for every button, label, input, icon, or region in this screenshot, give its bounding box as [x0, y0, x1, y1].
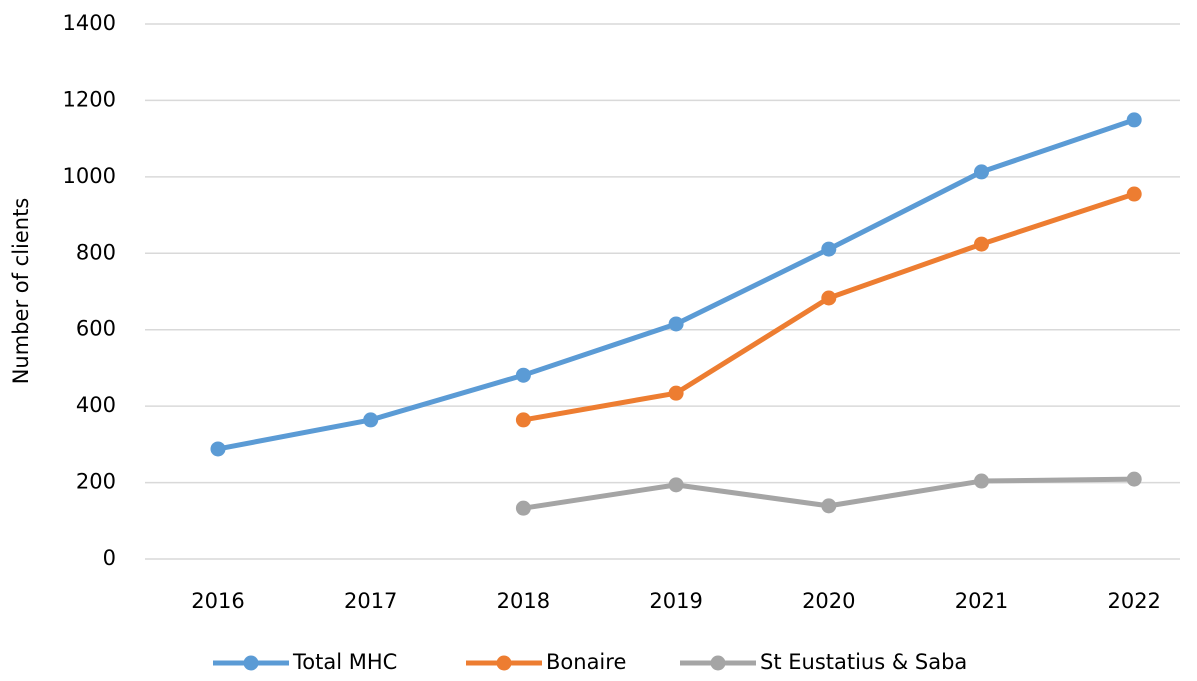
data-point — [974, 236, 989, 252]
data-point — [515, 367, 531, 383]
x-tick-label: 2020 — [802, 589, 855, 613]
data-point — [515, 500, 531, 516]
y-axis-label: Number of clients — [9, 198, 33, 385]
data-point — [668, 316, 684, 332]
data-point — [821, 241, 837, 257]
data-point — [363, 412, 379, 428]
data-point — [821, 498, 837, 514]
y-tick-label: 200 — [76, 470, 116, 494]
data-point — [1126, 112, 1142, 128]
x-tick-label: 2018 — [497, 589, 550, 613]
legend-marker — [710, 655, 726, 671]
y-tick-label: 1000 — [63, 164, 116, 188]
data-point — [1126, 471, 1142, 487]
x-tick-label: 2016 — [191, 589, 244, 613]
y-tick-label: 400 — [76, 393, 116, 417]
legend-label: Bonaire — [546, 650, 626, 674]
x-tick-label: 2019 — [649, 589, 702, 613]
data-point — [515, 412, 531, 428]
x-tick-label: 2021 — [955, 589, 1008, 613]
y-tick-label: 1400 — [63, 11, 116, 35]
series-line — [522, 191, 1135, 423]
data-point — [668, 477, 684, 493]
y-tick-label: 0 — [103, 546, 116, 570]
legend-marker — [243, 655, 259, 671]
data-point — [210, 441, 226, 457]
data-point — [668, 385, 684, 401]
data-point — [974, 473, 989, 489]
data-point — [1126, 186, 1142, 202]
data-point — [821, 290, 837, 306]
y-tick-label: 1200 — [63, 87, 116, 111]
y-tick-label: 800 — [76, 240, 116, 264]
legend-marker — [496, 655, 512, 671]
legend-label: St Eustatius & Saba — [760, 650, 967, 674]
data-point — [974, 164, 989, 180]
x-tick-label: 2017 — [344, 589, 397, 613]
x-tick-label: 2022 — [1107, 589, 1160, 613]
legend-label: Total MHC — [292, 650, 397, 674]
y-tick-label: 600 — [76, 317, 116, 341]
